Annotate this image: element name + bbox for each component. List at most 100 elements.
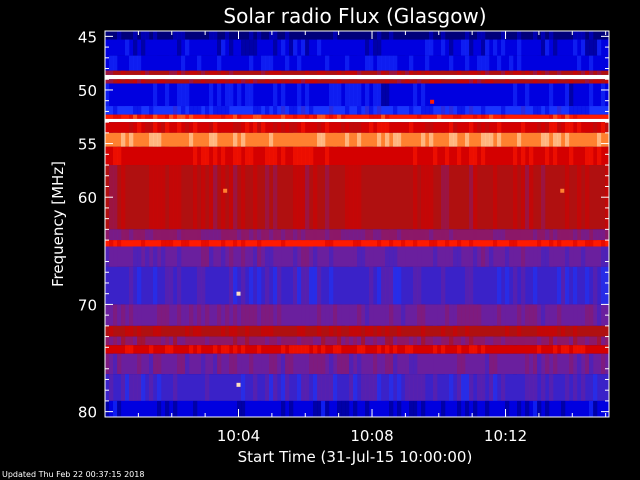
band-texture — [377, 31, 382, 40]
band-texture — [321, 266, 326, 305]
band-texture — [485, 345, 490, 354]
band-texture — [429, 106, 434, 115]
band-texture — [513, 229, 518, 241]
band-texture — [569, 353, 574, 375]
band-texture — [277, 353, 282, 375]
band-texture — [205, 304, 210, 326]
band-texture — [569, 246, 574, 267]
band-texture — [229, 246, 234, 267]
band-texture — [137, 304, 142, 326]
band-texture — [149, 229, 154, 241]
band-texture — [165, 122, 170, 133]
band-texture — [345, 31, 350, 40]
band-texture — [133, 240, 138, 247]
band-texture — [269, 240, 274, 247]
band-texture — [181, 70, 186, 75]
band-texture — [309, 146, 314, 166]
band-texture — [501, 374, 506, 401]
band-texture — [209, 146, 214, 166]
band-texture — [421, 229, 426, 241]
band-texture — [293, 106, 298, 115]
band-texture — [605, 345, 610, 354]
y-tick-label: 80 — [78, 404, 97, 422]
band-texture — [233, 132, 238, 147]
band-texture — [221, 345, 226, 354]
band-texture — [473, 325, 478, 337]
band-texture — [293, 132, 298, 147]
band-texture — [173, 31, 178, 40]
band-texture — [441, 79, 446, 84]
band-texture — [417, 83, 422, 107]
band-texture — [357, 325, 362, 337]
band-texture — [401, 353, 406, 375]
band-texture — [533, 70, 538, 75]
band-texture — [193, 114, 198, 119]
band-texture — [137, 79, 142, 84]
band-texture — [317, 400, 322, 417]
band-texture — [485, 165, 490, 230]
band-texture — [441, 31, 446, 40]
band-texture — [509, 374, 514, 401]
band-texture — [465, 304, 470, 326]
band-texture — [573, 106, 578, 115]
band-texture — [245, 83, 250, 107]
band-texture — [465, 39, 470, 56]
band-texture — [397, 374, 402, 401]
band-texture — [169, 266, 174, 305]
band-texture — [377, 114, 382, 119]
band-texture — [273, 79, 278, 84]
band-texture — [405, 229, 410, 241]
band-texture — [409, 325, 414, 337]
band-texture — [429, 39, 434, 56]
band-texture — [529, 304, 534, 326]
band-texture — [113, 70, 118, 75]
band-texture — [341, 132, 346, 147]
band-texture — [201, 336, 206, 346]
band-texture — [457, 374, 462, 401]
band-texture — [305, 146, 310, 166]
band-texture — [193, 336, 198, 346]
band-texture — [445, 55, 450, 71]
band-texture — [213, 266, 218, 305]
band-texture — [365, 400, 370, 417]
band-texture — [469, 122, 474, 133]
band-texture — [529, 246, 534, 267]
band-texture — [389, 70, 394, 75]
band-texture — [161, 122, 166, 133]
band-texture — [481, 132, 486, 147]
band-texture — [593, 325, 598, 337]
band-texture — [605, 400, 610, 417]
band-texture — [509, 229, 514, 241]
band-texture — [137, 240, 142, 247]
band-texture — [177, 39, 182, 56]
band-texture — [261, 106, 266, 115]
band-texture — [317, 304, 322, 326]
band-texture — [145, 31, 150, 40]
band-texture — [561, 325, 566, 337]
band-texture — [525, 304, 530, 326]
band-texture — [417, 79, 422, 84]
band-texture — [209, 165, 214, 230]
band-texture — [305, 165, 310, 230]
band-texture — [597, 132, 602, 147]
band-texture — [409, 400, 414, 417]
band-texture — [573, 304, 578, 326]
band-texture — [129, 336, 134, 346]
band-texture — [141, 39, 146, 56]
band-texture — [557, 55, 562, 71]
band-texture — [517, 79, 522, 84]
band-texture — [269, 304, 274, 326]
band-texture — [161, 246, 166, 267]
band-texture — [245, 400, 250, 417]
band-texture — [413, 83, 418, 107]
band-texture — [293, 266, 298, 305]
band-texture — [133, 336, 138, 346]
band-texture — [553, 132, 558, 147]
band-texture — [265, 106, 270, 115]
band-texture — [269, 83, 274, 107]
band-texture — [577, 266, 582, 305]
band-texture — [165, 345, 170, 354]
band-texture — [365, 83, 370, 107]
band-texture — [221, 325, 226, 337]
band-texture — [473, 246, 478, 267]
